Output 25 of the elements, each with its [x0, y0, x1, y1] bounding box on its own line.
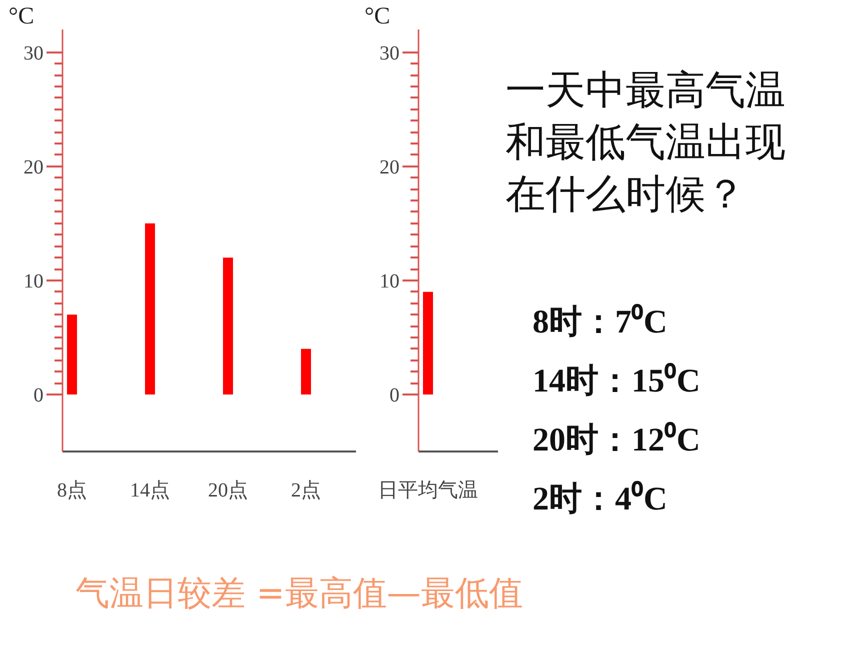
- text: 气温日较差 =最高值—最低值: [76, 574, 523, 614]
- y-tick-label: 30: [24, 42, 44, 64]
- text: 8时：7⁰C: [532, 304, 668, 340]
- y-tick-label: 20: [24, 156, 44, 178]
- x-tick-label: 20点: [208, 480, 248, 502]
- text: 2时：4⁰C: [532, 480, 668, 518]
- y-tick-label: 10: [24, 270, 44, 292]
- x-tick-label: 日平均气温: [378, 480, 478, 502]
- y-tick-label: 0: [34, 384, 44, 406]
- y-tick-label: 10: [380, 270, 400, 292]
- text: 一天中最高气温和最低气温出现在什么时候？: [506, 68, 786, 218]
- y-axis-title: °C: [8, 4, 34, 30]
- bar: [67, 314, 77, 394]
- bar: [145, 223, 155, 394]
- x-tick-label: 14点: [130, 480, 170, 502]
- text: 20时：12⁰C: [532, 422, 700, 458]
- text: 14时：15⁰C: [532, 362, 700, 400]
- x-tick-label: 2点: [291, 480, 321, 502]
- y-axis-title: °C: [364, 4, 390, 30]
- x-tick-label: 8点: [57, 480, 87, 502]
- y-tick-label: 30: [380, 42, 400, 64]
- y-tick-label: 20: [380, 156, 400, 178]
- y-tick-label: 0: [390, 384, 400, 406]
- bar: [301, 348, 311, 394]
- bar: [223, 258, 233, 394]
